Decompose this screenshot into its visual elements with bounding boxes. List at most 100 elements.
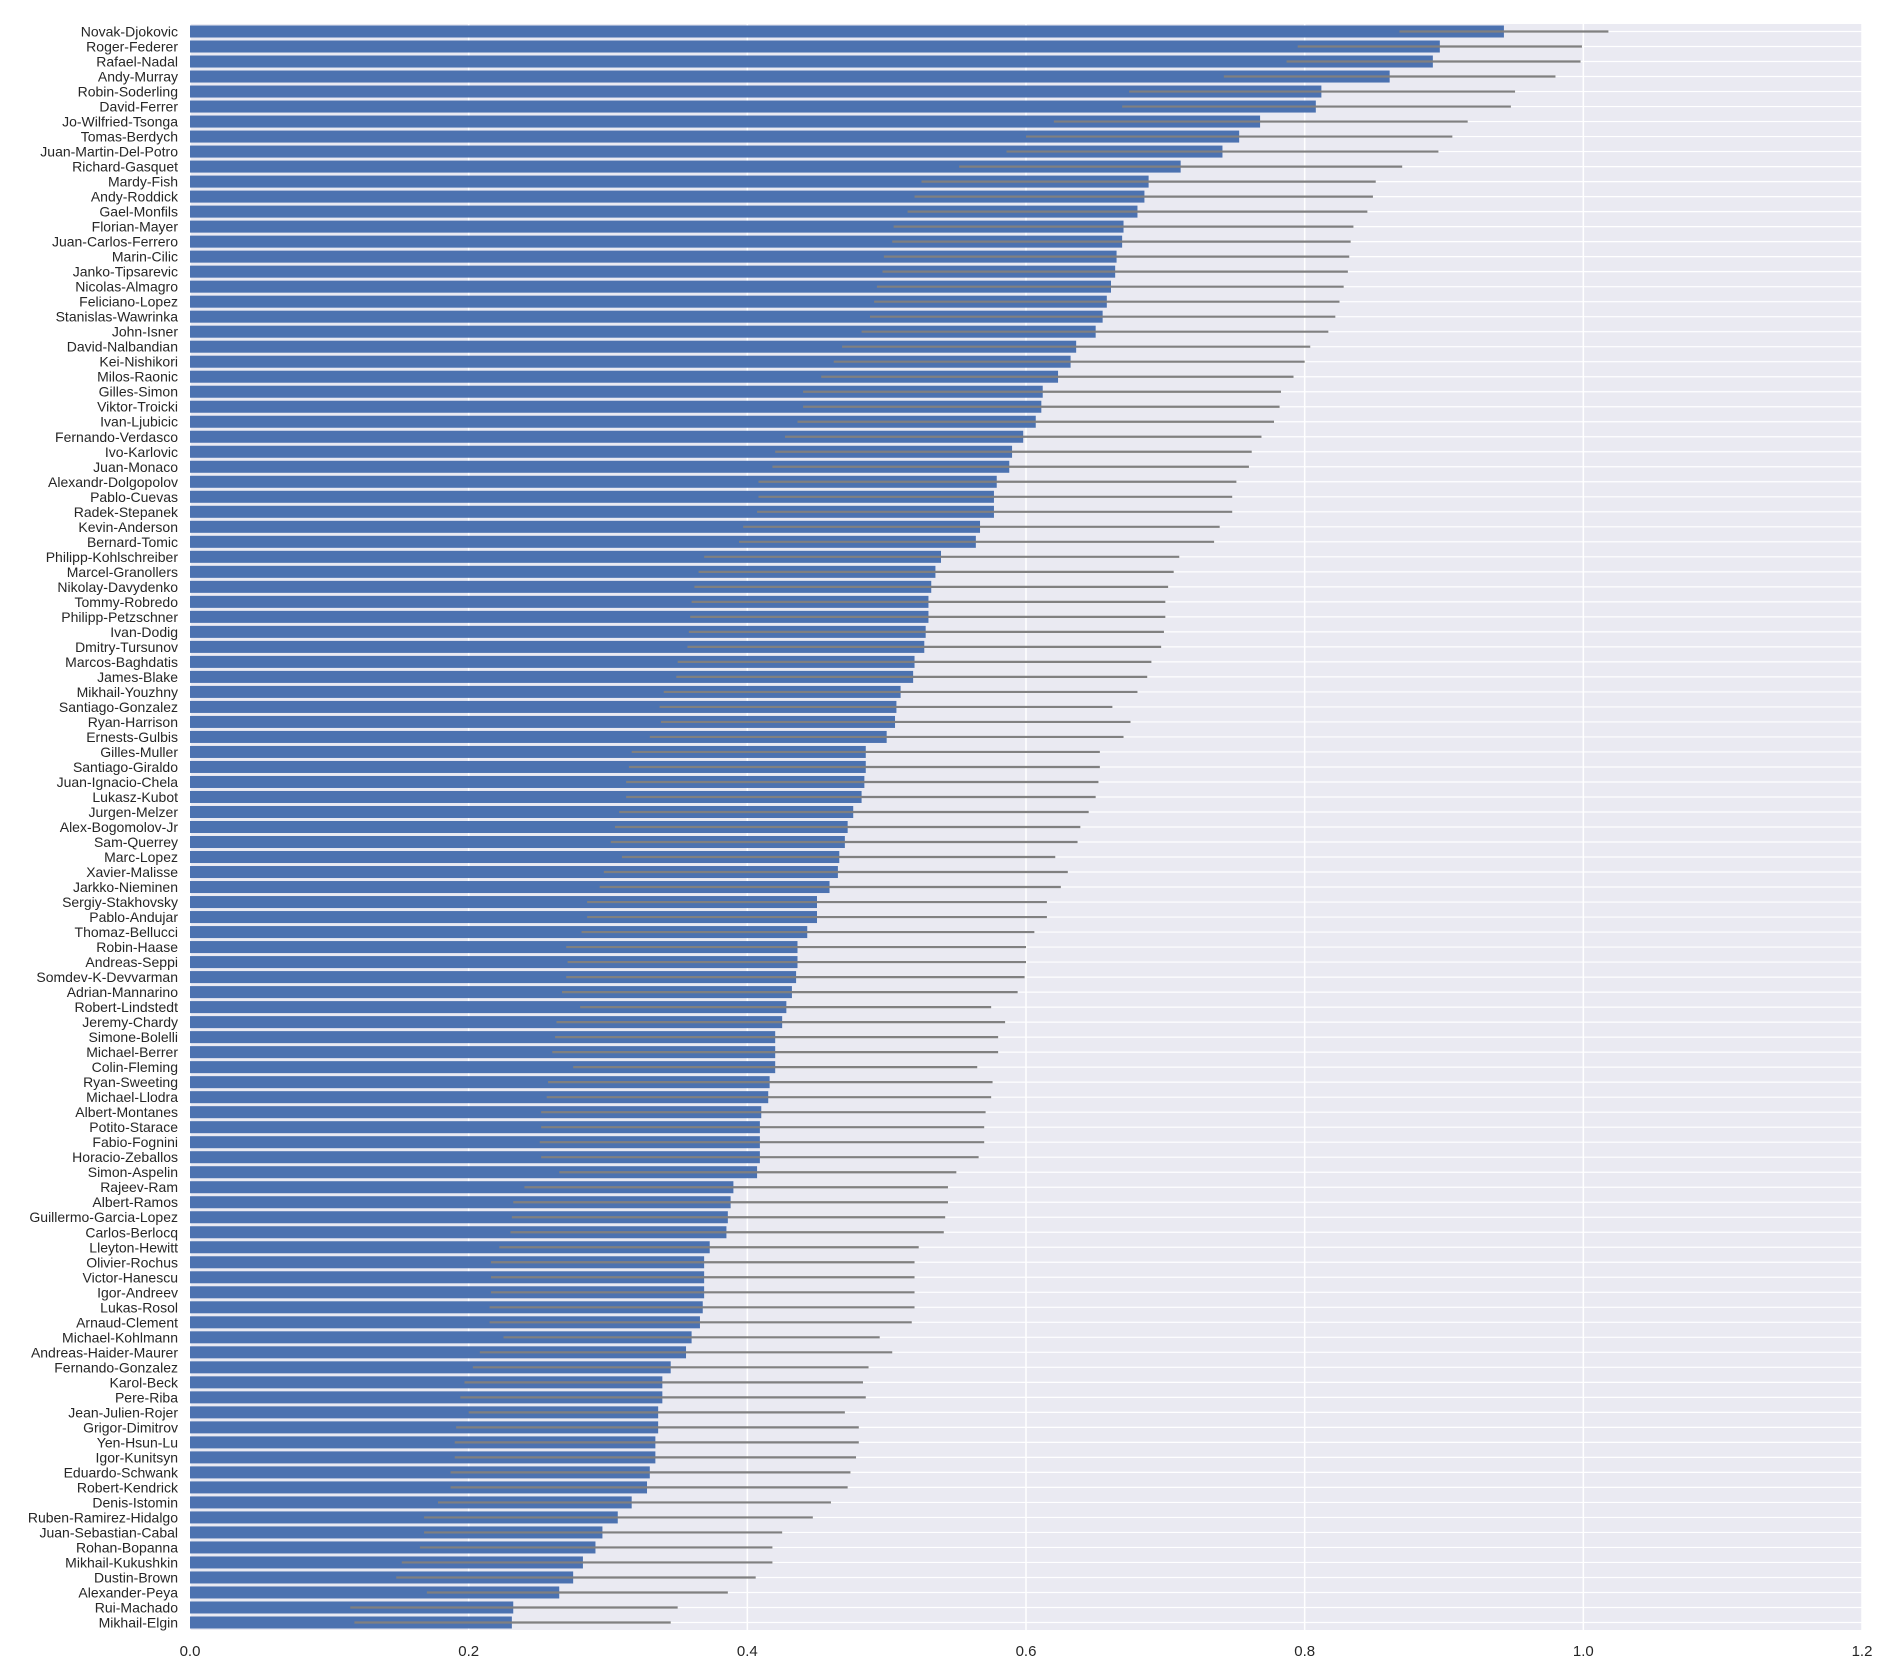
bar xyxy=(190,805,854,818)
bar xyxy=(190,730,887,743)
category-label: Lukas-Rosol xyxy=(100,1299,178,1315)
category-label: Philipp-Kohlschreiber xyxy=(46,549,179,565)
category-label: Andreas-Haider-Maurer xyxy=(31,1344,178,1360)
category-label: Lukasz-Kubot xyxy=(92,789,178,805)
x-tick-label: 0.0 xyxy=(180,1643,201,1660)
category-label: Yen-Hsun-Lu xyxy=(97,1434,178,1450)
category-label: Jean-Julien-Rojer xyxy=(68,1404,178,1420)
category-label: Simon-Aspelin xyxy=(88,1164,178,1180)
category-label: Ernests-Gulbis xyxy=(86,729,178,745)
category-label: Jarkko-Nieminen xyxy=(73,879,178,895)
category-label: Eduardo-Schwank xyxy=(64,1464,179,1480)
error-bars xyxy=(350,30,1609,1624)
category-label: Rohan-Bopanna xyxy=(76,1539,178,1555)
bar xyxy=(190,460,1010,473)
bar xyxy=(190,1106,762,1119)
category-label: Juan-Ignacio-Chela xyxy=(57,774,179,790)
bar xyxy=(190,911,817,924)
bar xyxy=(190,640,925,653)
category-label: Kei-Nishikori xyxy=(99,354,178,370)
bar xyxy=(190,1166,758,1179)
bar xyxy=(190,430,1024,443)
bar xyxy=(190,85,1322,98)
x-tick-label: 0.6 xyxy=(1016,1643,1037,1660)
bar xyxy=(190,550,942,563)
category-label: Ivan-Ljubicic xyxy=(100,414,178,430)
category-label: Fernando-Verdasco xyxy=(55,429,178,445)
bar xyxy=(190,820,848,834)
bar xyxy=(190,700,897,713)
category-label: Janko-Tipsarevic xyxy=(73,264,178,280)
category-label: Robin-Soderling xyxy=(78,84,178,100)
category-label: Philipp-Petzschner xyxy=(61,609,178,625)
category-label: Milos-Raonic xyxy=(97,369,178,385)
category-label: Alexander-Peya xyxy=(78,1584,178,1600)
bar xyxy=(190,1391,663,1404)
bar xyxy=(190,775,865,788)
category-label: Juan-Martin-Del-Potro xyxy=(40,144,178,160)
bar xyxy=(190,415,1036,428)
category-label: Jurgen-Melzer xyxy=(89,804,179,820)
bar xyxy=(190,310,1103,323)
category-label: Robert-Kendrick xyxy=(77,1479,179,1495)
bar xyxy=(190,355,1071,368)
category-label: Gilles-Simon xyxy=(99,384,178,400)
category-label: Ivan-Dodig xyxy=(110,624,178,640)
bar xyxy=(190,1346,687,1359)
bar xyxy=(190,490,994,503)
x-tick-labels: 0.0 0.2 0.4 0.6 0.8 1.0 1.2 xyxy=(180,1643,1873,1660)
bar xyxy=(190,1376,663,1389)
category-label: Marcos-Baghdatis xyxy=(65,654,178,670)
category-label: Guillermo-Garcia-Lopez xyxy=(29,1209,178,1225)
category-label: Jo-Wilfried-Tsonga xyxy=(62,114,178,130)
bar xyxy=(190,1196,731,1209)
category-label: Kevin-Anderson xyxy=(78,519,178,535)
category-label: Radek-Stepanek xyxy=(74,504,179,520)
bar xyxy=(190,1001,787,1014)
category-label: Simone-Bolelli xyxy=(89,1029,178,1045)
bar xyxy=(190,400,1042,413)
bar xyxy=(190,1511,618,1524)
category-label: Mardy-Fish xyxy=(108,174,178,190)
bar xyxy=(190,1076,770,1089)
category-label: Rafael-Nadal xyxy=(96,54,178,70)
bar xyxy=(190,220,1124,233)
bar xyxy=(190,70,1390,83)
bar xyxy=(190,1226,727,1239)
bar xyxy=(190,295,1107,308)
category-label: Michael-Llodra xyxy=(86,1089,178,1105)
bar xyxy=(190,1256,705,1269)
category-label: Gael-Monfils xyxy=(99,204,178,220)
category-label: Victor-Hanescu xyxy=(83,1269,178,1285)
x-tick-label: 0.8 xyxy=(1294,1643,1315,1660)
bar xyxy=(190,1361,671,1374)
category-label: Florian-Mayer xyxy=(92,219,179,235)
x-tick-label: 0.2 xyxy=(458,1643,479,1660)
bar xyxy=(190,100,1316,113)
bar xyxy=(190,1406,659,1419)
bar xyxy=(190,1136,760,1149)
category-label: Horacio-Zeballos xyxy=(72,1149,178,1165)
category-label: Mikhail-Kukushkin xyxy=(65,1554,178,1570)
category-label: Denis-Istomin xyxy=(92,1494,178,1510)
bar xyxy=(190,520,981,533)
bar xyxy=(190,1331,692,1344)
category-label: Stanislas-Wawrinka xyxy=(56,309,179,325)
bar xyxy=(190,956,798,969)
category-label: Xavier-Malisse xyxy=(86,864,178,880)
bar xyxy=(190,1121,760,1134)
category-label: Igor-Andreev xyxy=(97,1284,178,1300)
category-label: Grigor-Dimitrov xyxy=(83,1419,178,1435)
category-label: Roger-Federer xyxy=(86,39,178,55)
bar xyxy=(190,595,929,608)
category-label: Juan-Sebastian-Cabal xyxy=(39,1524,178,1540)
bar xyxy=(190,145,1223,158)
bar xyxy=(190,926,808,939)
bar xyxy=(190,896,817,909)
bar xyxy=(190,1496,632,1509)
bar xyxy=(190,851,840,864)
category-label: Rajeev-Ram xyxy=(100,1179,178,1195)
bar xyxy=(190,340,1077,353)
x-tick-label: 1.2 xyxy=(1852,1643,1873,1660)
category-label: Nikolay-Davydenko xyxy=(57,579,178,595)
